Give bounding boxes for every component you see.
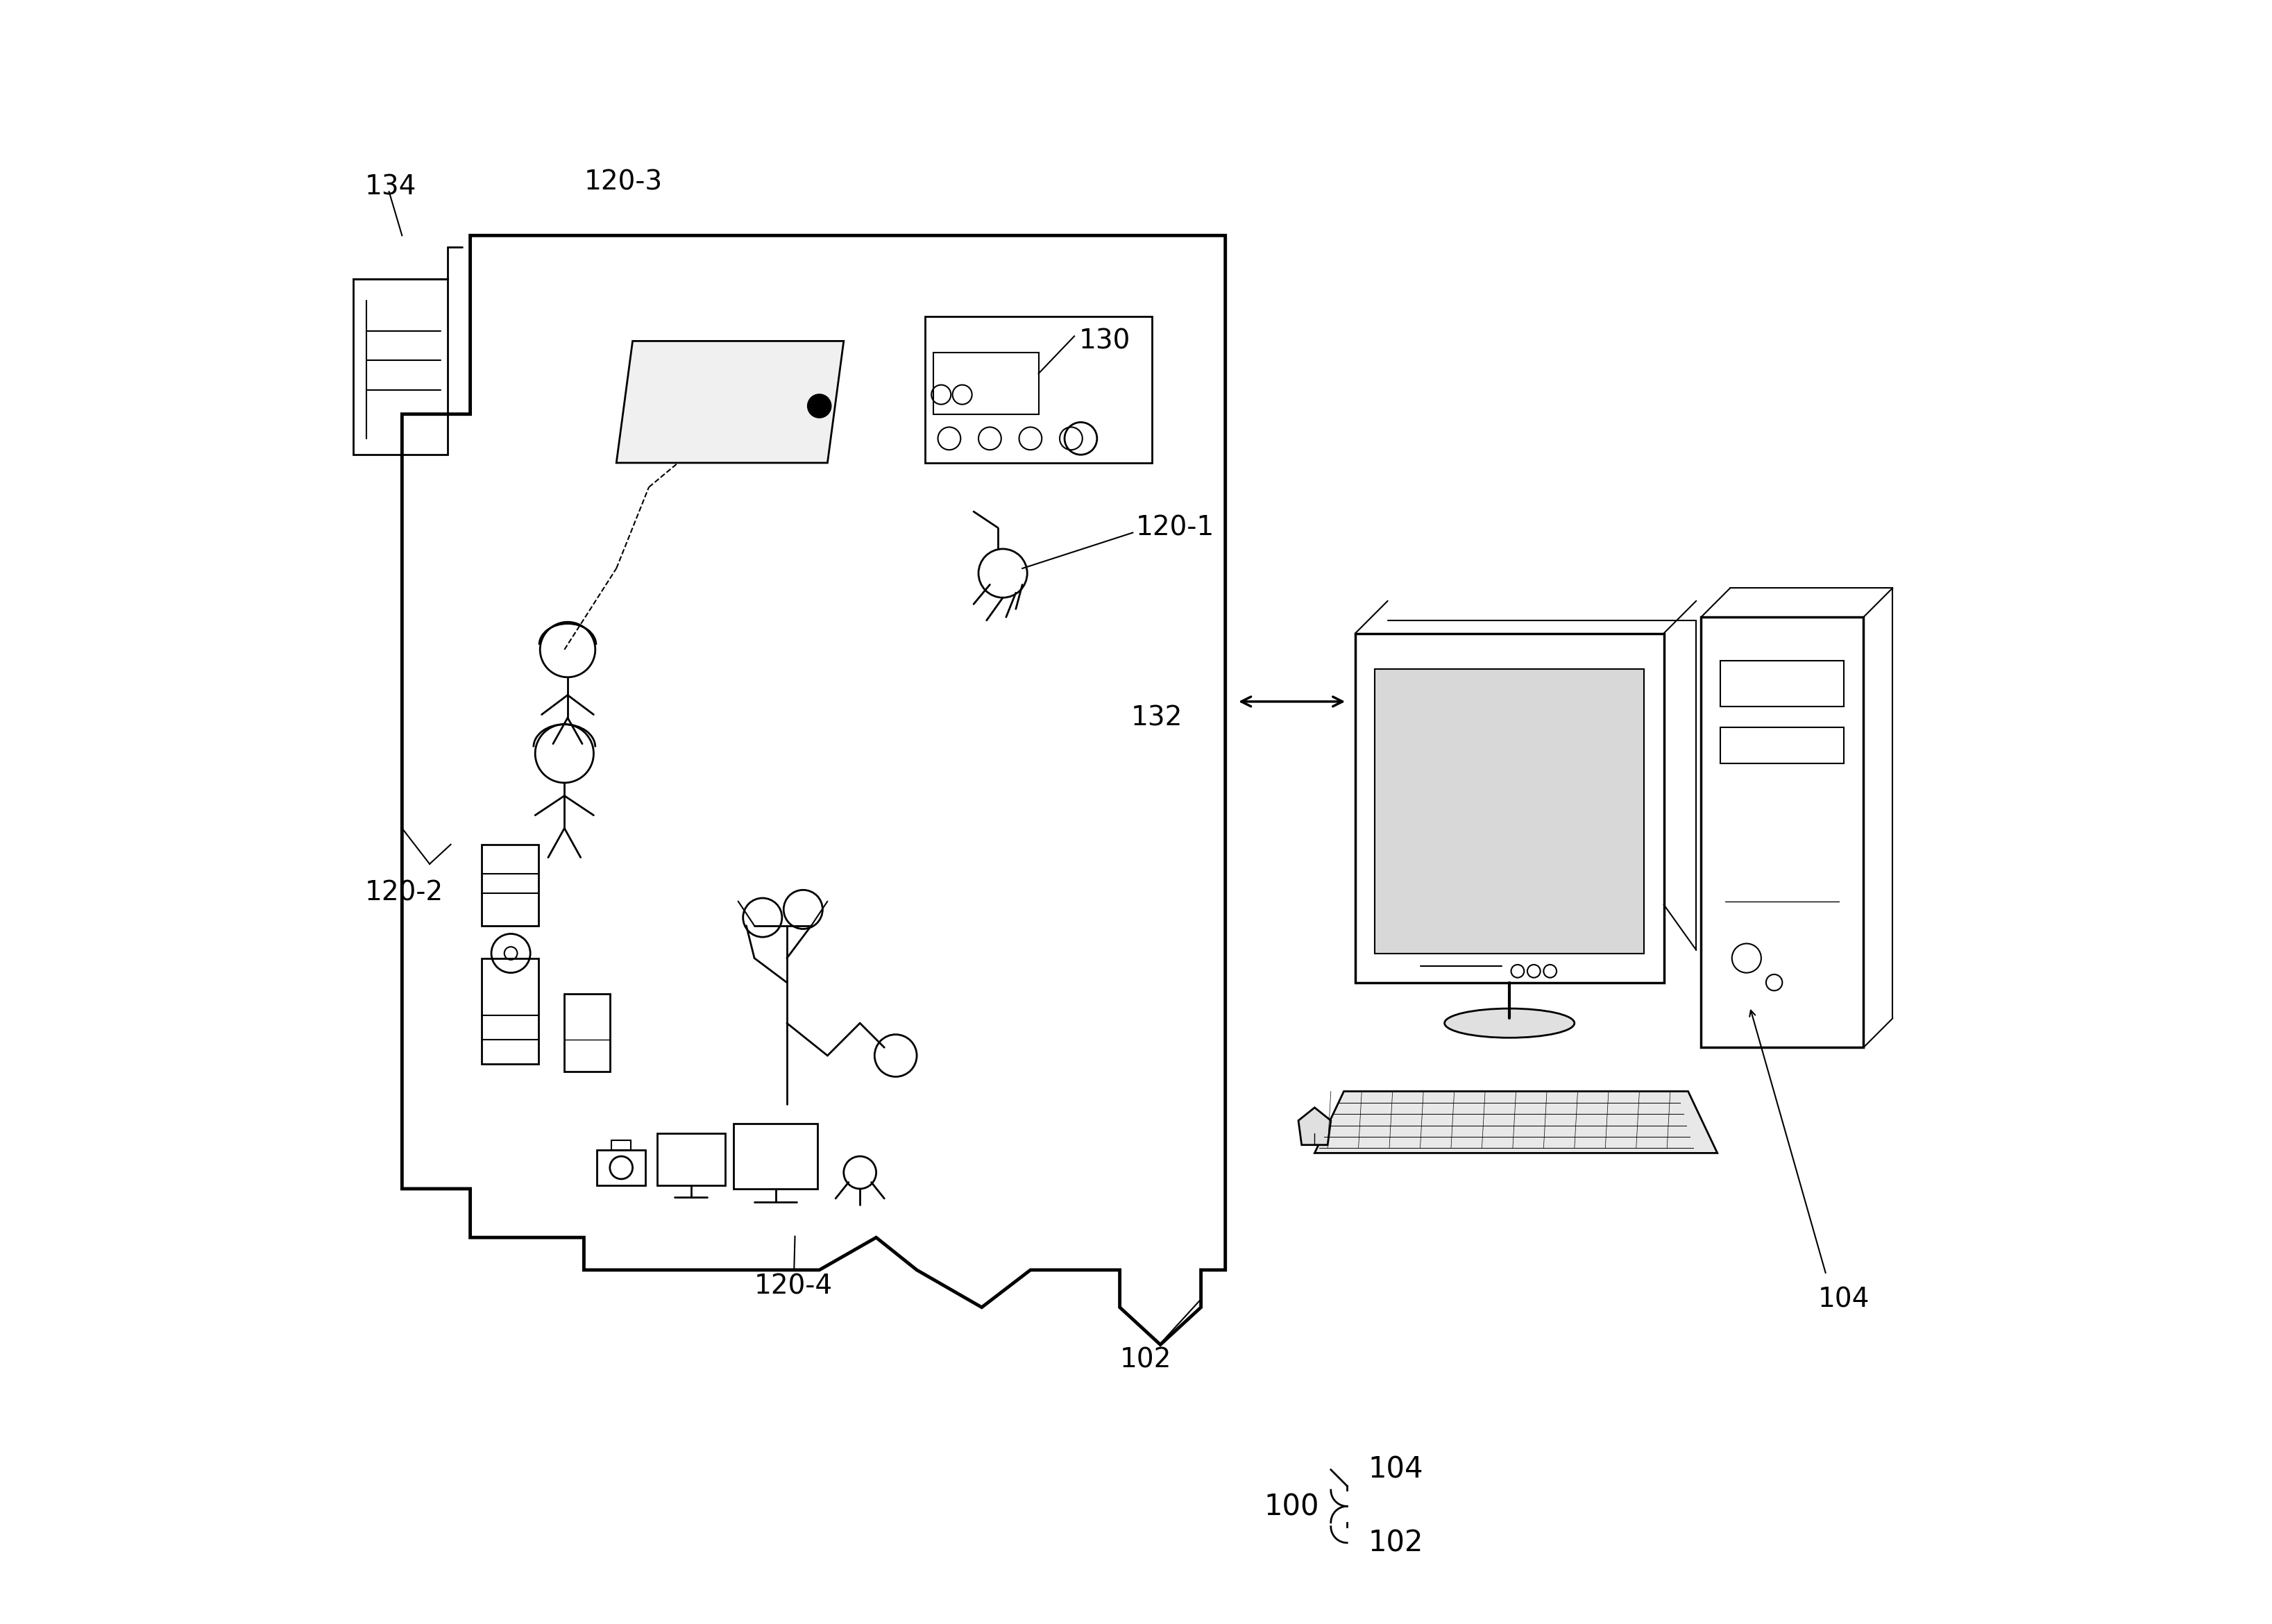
Ellipse shape xyxy=(1445,1009,1574,1038)
Bar xyxy=(934,352,1038,414)
Text: 120-1: 120-1 xyxy=(1136,515,1216,541)
Bar xyxy=(598,1150,645,1186)
Text: 130: 130 xyxy=(1079,328,1131,354)
Bar xyxy=(1702,617,1863,1047)
Bar xyxy=(611,1140,632,1150)
Bar xyxy=(1375,669,1645,953)
Text: 120-3: 120-3 xyxy=(584,169,663,195)
Bar xyxy=(734,1124,818,1189)
Bar xyxy=(657,1134,725,1186)
Polygon shape xyxy=(1297,1108,1331,1145)
Bar xyxy=(482,958,538,1064)
Bar xyxy=(1354,633,1663,983)
Text: 132: 132 xyxy=(1131,705,1184,731)
Circle shape xyxy=(809,395,832,417)
Bar xyxy=(925,317,1152,463)
Bar xyxy=(354,279,448,455)
Text: 120-2: 120-2 xyxy=(366,880,443,906)
Text: 100: 100 xyxy=(1263,1492,1320,1522)
Bar xyxy=(563,994,609,1072)
Bar xyxy=(1720,661,1845,706)
Text: 104: 104 xyxy=(1368,1455,1422,1484)
Text: 102: 102 xyxy=(1368,1528,1422,1557)
Text: 120-4: 120-4 xyxy=(754,1236,834,1299)
Polygon shape xyxy=(616,341,843,463)
Polygon shape xyxy=(1315,1091,1718,1153)
Text: 104: 104 xyxy=(1818,1286,1870,1312)
Bar xyxy=(1720,728,1845,763)
Text: 134: 134 xyxy=(366,174,416,200)
Text: 102: 102 xyxy=(1120,1301,1200,1372)
Bar xyxy=(482,844,538,926)
